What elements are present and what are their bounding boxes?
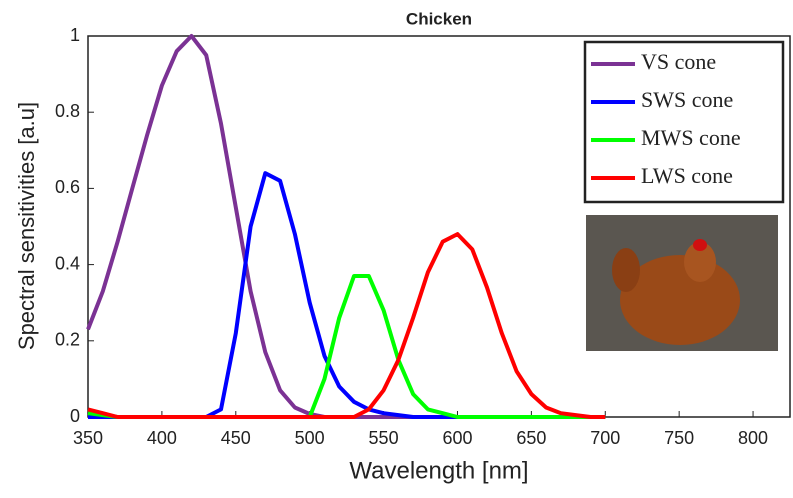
x-tick-label: 700 — [590, 428, 620, 448]
chart-title: Chicken — [406, 9, 472, 28]
y-axis-label: Spectral sensitivities [a.u] — [14, 102, 39, 350]
x-tick-label: 450 — [221, 428, 251, 448]
y-tick-label: 0 — [70, 406, 80, 426]
x-tick-label: 750 — [664, 428, 694, 448]
legend-label: LWS cone — [641, 163, 733, 188]
x-tick-label: 350 — [73, 428, 103, 448]
y-tick-label: 0.4 — [55, 253, 80, 273]
y-tick-label: 1 — [70, 25, 80, 45]
x-axis-label: Wavelength [nm] — [349, 457, 528, 484]
x-tick-label: 500 — [295, 428, 325, 448]
series-line — [86, 34, 606, 419]
legend-box — [583, 40, 785, 204]
legend-label: MWS cone — [641, 125, 741, 150]
x-tick-label: 550 — [369, 428, 399, 448]
legend-label: VS cone — [641, 49, 716, 74]
legend-label: SWS cone — [641, 87, 733, 112]
y-tick-label: 0.8 — [55, 101, 80, 121]
series-line — [87, 232, 606, 419]
y-tick-label: 0.2 — [55, 330, 80, 350]
chicken-photo — [586, 215, 778, 351]
x-tick-label: 400 — [147, 428, 177, 448]
x-tick-label: 800 — [738, 428, 768, 448]
y-tick-label: 0.6 — [55, 177, 80, 197]
x-tick-label: 600 — [442, 428, 472, 448]
x-tick-label: 650 — [516, 428, 546, 448]
